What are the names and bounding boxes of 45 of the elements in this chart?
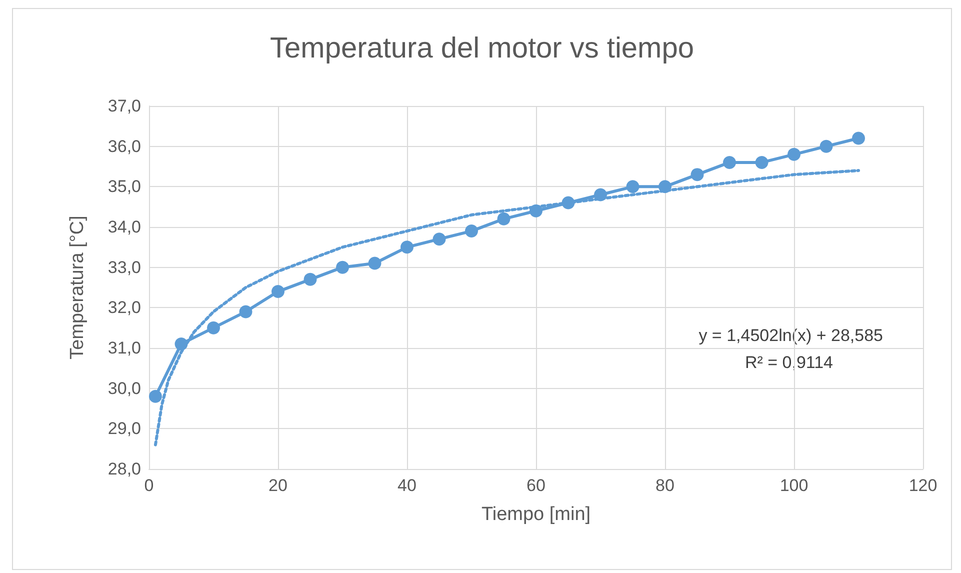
point [594,188,607,202]
point [788,148,800,161]
chart-title: Temperatura del motor vs tiempo [270,32,694,64]
y-tick-label: 37,0 [108,96,141,116]
point [497,212,510,226]
x-tick-label: 80 [656,476,674,495]
x-tick-label: 40 [398,476,416,495]
point [368,256,382,270]
y-tick-label: 29,0 [108,419,141,438]
point [239,305,252,318]
x-tick-label: 120 [908,476,938,495]
point [562,196,575,210]
y-tick-label: 28,0 [108,460,141,478]
point [530,204,542,218]
point [820,140,833,153]
point [432,232,446,246]
x-axis-title: Tiempo [min] [481,504,591,525]
point [207,321,220,334]
annotation: y = 1,4502ln(x) + 28,585 [698,326,884,345]
y-axis-title: Temperatura [°C] [67,216,88,360]
y-tick-label: 36,0 [108,136,141,156]
point [174,337,188,350]
point [465,224,478,238]
point [336,260,349,274]
point [272,285,284,298]
x-tick-label: 20 [268,476,288,495]
y-tick-label: 30,0 [108,378,141,398]
x-tick-label: 100 [780,476,808,495]
y-tick-label: 35,0 [108,177,141,196]
x-tick-label: 0 [144,476,154,495]
annotation: R² = 0,9114 [744,353,833,372]
point [723,156,736,169]
y-tick-label: 31,0 [108,338,141,358]
point [658,180,672,194]
y-tick-label: 34,0 [108,218,141,236]
point [626,180,640,194]
point [304,272,317,286]
point [852,132,865,145]
y-tick-label: 32,0 [108,298,141,318]
x-tick-label: 60 [526,476,546,495]
point [755,156,768,169]
point [148,390,162,403]
y-tick-label: 33,0 [108,258,141,277]
point [400,240,414,254]
point [690,168,704,182]
